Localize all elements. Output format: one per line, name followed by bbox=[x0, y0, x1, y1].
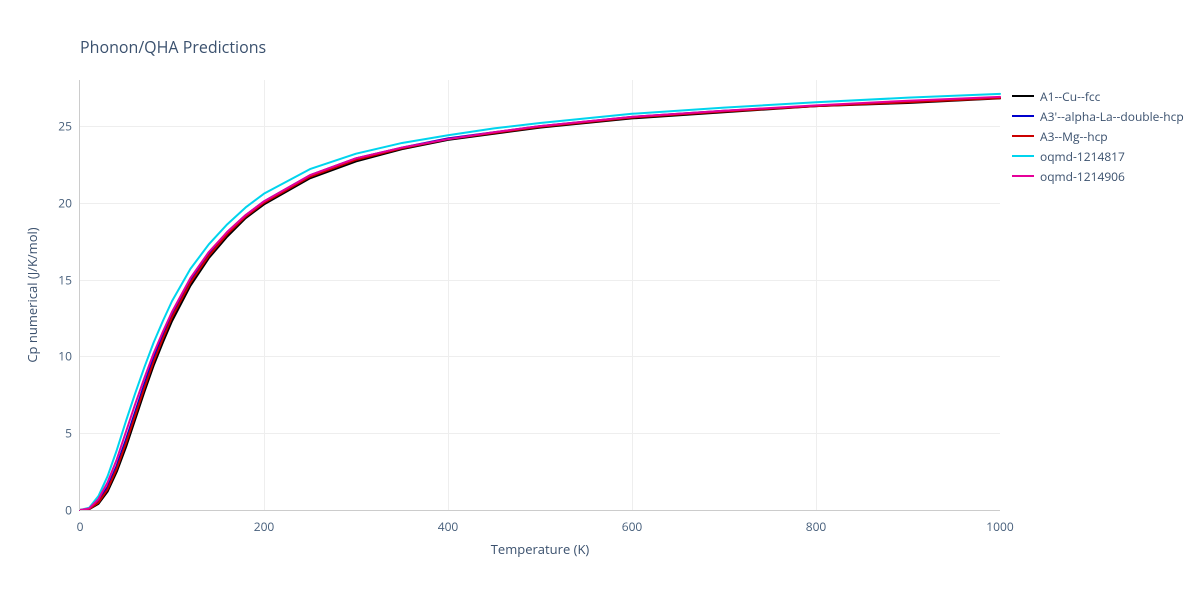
legend-label: A1--Cu--fcc bbox=[1040, 88, 1100, 105]
y-tick-label: 0 bbox=[65, 502, 72, 519]
legend-item[interactable]: oqmd-1214906 bbox=[1012, 166, 1184, 186]
legend-label: A3--Mg--hcp bbox=[1040, 128, 1108, 145]
x-tick-label: 400 bbox=[438, 518, 459, 535]
legend: A1--Cu--fcc A3'--alpha-La--double-hcp A3--… bbox=[1012, 86, 1184, 186]
legend-label: A3'--alpha-La--double-hcp bbox=[1040, 108, 1184, 125]
x-axis-title: Temperature (K) bbox=[491, 540, 590, 558]
x-tick-label: 1000 bbox=[986, 518, 1013, 535]
y-tick-label: 25 bbox=[58, 118, 72, 135]
legend-item[interactable]: oqmd-1214817 bbox=[1012, 146, 1184, 166]
series-A3--Mg--hcp[interactable] bbox=[80, 98, 1000, 510]
y-tick-label: 20 bbox=[58, 194, 72, 211]
series-lines bbox=[80, 80, 1000, 510]
series-oqmd-1214817[interactable] bbox=[80, 94, 1000, 510]
legend-item[interactable]: A3'--alpha-La--double-hcp bbox=[1012, 106, 1184, 126]
y-tick-label: 5 bbox=[65, 425, 72, 442]
plot-area bbox=[80, 80, 1000, 510]
legend-swatch bbox=[1012, 175, 1034, 177]
chart-title: Phonon/QHA Predictions bbox=[80, 36, 266, 58]
axis-y-line bbox=[79, 80, 80, 510]
series-A1--Cu--fcc[interactable] bbox=[80, 98, 1000, 510]
y-axis-title: Cp numerical (J/K/mol) bbox=[23, 227, 41, 362]
legend-swatch bbox=[1012, 135, 1034, 137]
x-tick-label: 200 bbox=[254, 518, 275, 535]
series-A3'--alpha-La--double-hcp[interactable] bbox=[80, 98, 1000, 510]
x-tick-label: 0 bbox=[77, 518, 84, 535]
axis-x-line bbox=[80, 510, 1000, 511]
legend-swatch bbox=[1012, 155, 1034, 157]
y-tick-label: 10 bbox=[58, 348, 72, 365]
x-tick-label: 600 bbox=[622, 518, 643, 535]
legend-item[interactable]: A1--Cu--fcc bbox=[1012, 86, 1184, 106]
legend-swatch bbox=[1012, 95, 1034, 97]
legend-item[interactable]: A3--Mg--hcp bbox=[1012, 126, 1184, 146]
series-oqmd-1214906[interactable] bbox=[80, 97, 1000, 510]
legend-swatch bbox=[1012, 115, 1034, 117]
x-tick-label: 800 bbox=[806, 518, 827, 535]
y-tick-label: 15 bbox=[58, 271, 72, 288]
legend-label: oqmd-1214906 bbox=[1040, 168, 1125, 185]
legend-label: oqmd-1214817 bbox=[1040, 148, 1125, 165]
